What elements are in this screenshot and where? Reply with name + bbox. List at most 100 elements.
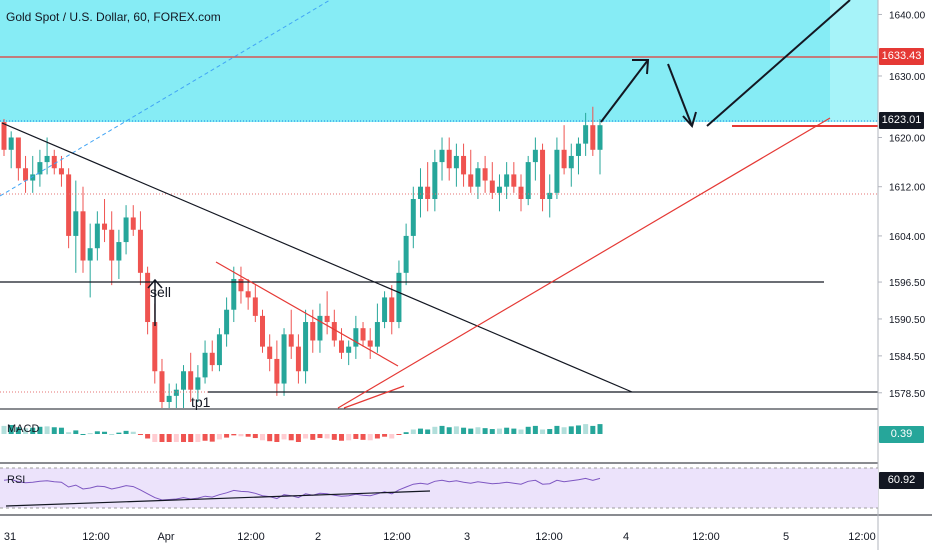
candle-body [403,235,409,273]
macd-bar [152,434,158,442]
candle-body [202,352,208,378]
macd-bar [317,434,323,439]
candle-body [425,186,431,200]
macd-bar [145,434,151,439]
macd-bar [360,434,366,440]
macd-bar [94,431,100,434]
candle-body [547,192,553,200]
macd-bar [561,427,567,434]
macd-bar [468,428,474,434]
macd-bar [590,425,596,434]
time-tick-label: 5 [783,531,789,543]
candle-body [245,291,251,298]
candle-body [23,168,29,181]
time-tick-label: 12:00 [82,531,110,543]
candle-body [152,322,158,372]
candle-body [209,352,215,366]
macd-bar [80,434,86,435]
price-tick-label: 1612.00 [889,183,926,194]
macd-bar [8,425,14,434]
candle-body [374,322,380,347]
price-tick-label: 1640.00 [889,10,926,21]
macd-bar [489,429,495,434]
candle-body [123,217,129,243]
macd-bar [166,434,172,442]
macd-bar [439,425,445,434]
candle-body [575,143,581,156]
candle-body [568,155,574,169]
candle-body [166,395,172,402]
macd-label: MACD [7,423,39,435]
macd-bar [597,424,603,434]
projection-down [667,63,693,127]
time-tick-label: 12:00 [383,531,411,543]
macd-bar [109,434,115,435]
candle-body [15,137,21,169]
candle-body [274,358,280,384]
macd-bar [568,426,574,434]
price-tick-label: 1620.00 [889,133,926,144]
macd-bar [159,434,165,442]
candle-body [532,149,538,163]
candle-body [116,242,122,261]
candle-body [382,297,388,323]
macd-bar [260,434,266,441]
candle-body [446,149,452,169]
time-axis: 31 12:00 Apr 12:00 2 12:00 3 12:00 4 12:00 5 12:00 [4,531,876,543]
time-tick-label: 3 [464,531,470,543]
candle-body [346,346,352,353]
rsi-trendline [5,490,431,507]
macd-bar [1,425,7,434]
candle-body [324,315,330,323]
projection-up [706,0,851,127]
candle-body [303,322,309,372]
macd-bar [504,427,510,434]
price-tick-label: 1578.50 [889,389,926,400]
time-tick-label: Apr [157,531,174,543]
macd-bar [547,429,553,434]
macd-bar [338,434,344,441]
candle-body [58,168,64,175]
candle-body [468,174,474,187]
macd-bar [66,432,72,434]
candle-body [137,229,143,273]
candle-body [37,162,43,175]
macd-bar [58,427,64,434]
candle-body [410,199,416,236]
macd-bar [475,427,481,434]
time-tick-label: 31 [4,531,16,543]
macd-bar [281,434,287,440]
candle-body [1,122,7,150]
macd-bar [181,434,187,442]
candle-body [396,272,402,323]
macd-bar [417,428,423,434]
rsi-label: RSI [7,474,25,486]
macd-bar [583,424,589,434]
candle-body [561,149,567,169]
price-tick-label: 1590.50 [889,315,926,326]
tp1-label: tp1 [191,394,211,410]
candle-body [518,186,524,200]
candle-body [331,322,337,341]
candle-body [231,278,237,310]
candle-body [66,174,72,236]
macd-bar [238,434,244,437]
candle-body [554,149,560,193]
candle-body [8,137,14,150]
candle-body [417,186,423,200]
macd-bar [346,434,352,441]
time-tick-label: 12:00 [535,531,563,543]
candle-body [130,217,136,230]
macd-bar [274,434,280,442]
candle-body [216,334,222,366]
price-tag-current: 1623.01 [879,112,924,129]
macd-bar [231,434,237,436]
candle-body [439,149,445,163]
time-tick-label: 12:00 [848,531,876,543]
macd-bar [44,426,50,434]
candle-body [252,297,258,316]
time-tick-label: 12:00 [692,531,720,543]
macd-bar [87,433,93,435]
macd-bar [288,434,294,441]
